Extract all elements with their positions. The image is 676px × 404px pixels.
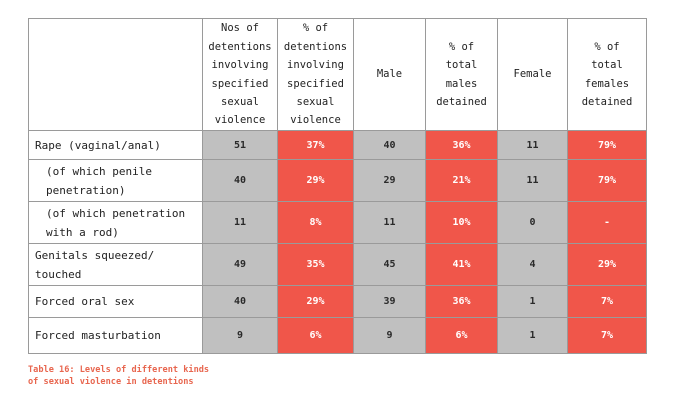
cell-pct-females: 29% [567, 243, 647, 286]
header-male: Male [353, 18, 426, 131]
row-label: (of which penetration with a rod) [28, 201, 203, 244]
cell-pct-detentions: 6% [277, 317, 354, 354]
cell-pct-detentions: 29% [277, 159, 354, 202]
cell-female: 0 [497, 201, 568, 244]
row-label: Forced oral sex [28, 285, 203, 318]
row-label: Genitals squeezed/ touched [28, 243, 203, 286]
cell-nos-detentions: 49 [202, 243, 278, 286]
table-row: (of which penile penetration) 40 29% 29 … [28, 159, 647, 202]
cell-pct-males: 6% [425, 317, 498, 354]
cell-female: 1 [497, 317, 568, 354]
header-blank-cell [28, 18, 203, 131]
row-label: Forced masturbation [28, 317, 203, 354]
row-label: (of which penile penetration) [28, 159, 203, 202]
header-pct-females: % of total females detained [567, 18, 647, 131]
cell-pct-males: 41% [425, 243, 498, 286]
cell-pct-males: 36% [425, 285, 498, 318]
cell-male: 29 [353, 159, 426, 202]
cell-nos-detentions: 40 [202, 285, 278, 318]
cell-pct-females: 7% [567, 317, 647, 354]
header-female: Female [497, 18, 568, 131]
table-caption: Table 16: Levels of different kinds of s… [28, 365, 210, 387]
cell-pct-males: 21% [425, 159, 498, 202]
cell-nos-detentions: 9 [202, 317, 278, 354]
cell-pct-females: 7% [567, 285, 647, 318]
header-row: Nos of detentions involving specified se… [28, 18, 647, 131]
cell-pct-females: 79% [567, 130, 647, 160]
cell-male: 9 [353, 317, 426, 354]
cell-pct-detentions: 37% [277, 130, 354, 160]
cell-pct-females: - [567, 201, 647, 244]
cell-female: 11 [497, 159, 568, 202]
cell-pct-detentions: 8% [277, 201, 354, 244]
cell-male: 45 [353, 243, 426, 286]
header-pct-detentions: % of detentions involving specified sexu… [277, 18, 354, 131]
cell-male: 39 [353, 285, 426, 318]
cell-male: 11 [353, 201, 426, 244]
row-label: Rape (vaginal/anal) [28, 130, 203, 160]
table-row: Forced oral sex 40 29% 39 36% 1 7% [28, 285, 647, 318]
cell-male: 40 [353, 130, 426, 160]
table-row: Forced masturbation 9 6% 9 6% 1 7% [28, 317, 647, 354]
header-nos-detentions: Nos of detentions involving specified se… [202, 18, 278, 131]
cell-female: 11 [497, 130, 568, 160]
table-row: Rape (vaginal/anal) 51 37% 40 36% 11 79% [28, 130, 647, 160]
table-row: (of which penetration with a rod) 11 8% … [28, 201, 647, 244]
cell-pct-males: 36% [425, 130, 498, 160]
cell-pct-females: 79% [567, 159, 647, 202]
cell-pct-detentions: 35% [277, 243, 354, 286]
cell-nos-detentions: 51 [202, 130, 278, 160]
cell-pct-detentions: 29% [277, 285, 354, 318]
header-pct-males: % of total males detained [425, 18, 498, 131]
cell-pct-males: 10% [425, 201, 498, 244]
cell-female: 4 [497, 243, 568, 286]
sexual-violence-table: Nos of detentions involving specified se… [28, 18, 647, 354]
cell-female: 1 [497, 285, 568, 318]
table-row: Genitals squeezed/ touched 49 35% 45 41%… [28, 243, 647, 286]
cell-nos-detentions: 40 [202, 159, 278, 202]
cell-nos-detentions: 11 [202, 201, 278, 244]
